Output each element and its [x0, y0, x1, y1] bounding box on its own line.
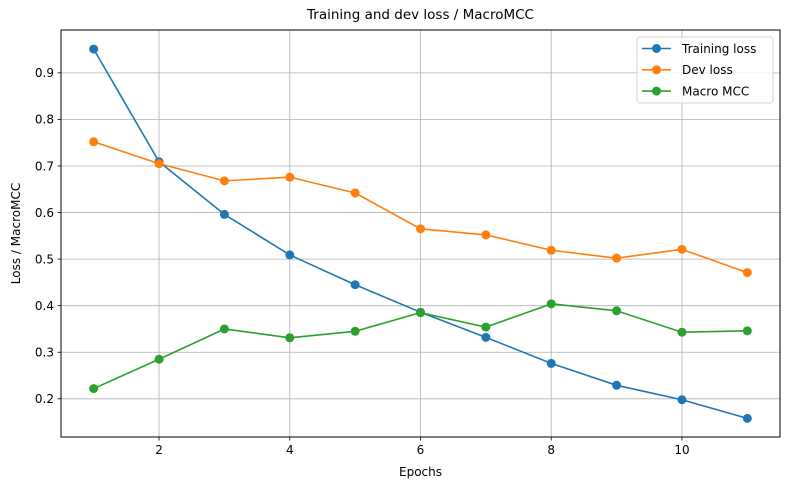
legend-label: Training loss: [681, 42, 756, 56]
data-point: [350, 188, 360, 198]
chart-title: Training and dev loss / MacroMCC: [306, 7, 534, 23]
data-point: [89, 44, 99, 54]
series-group: [89, 44, 752, 423]
x-tick-label: 8: [547, 443, 555, 457]
data-point: [546, 245, 556, 255]
data-point: [350, 326, 360, 336]
legend-marker: [652, 65, 661, 75]
data-point: [612, 380, 622, 390]
y-tick-label: 0.7: [35, 159, 54, 173]
data-point: [546, 358, 556, 368]
data-point: [285, 172, 295, 182]
data-point: [154, 159, 164, 169]
legend-marker: [652, 44, 661, 53]
data-point: [89, 137, 99, 147]
data-point: [546, 299, 556, 309]
y-tick-label: 0.2: [35, 392, 54, 406]
x-axis-label: Epochs: [399, 465, 442, 479]
data-point: [677, 327, 687, 337]
y-tick-label: 0.9: [35, 66, 54, 80]
y-tick-label: 0.6: [35, 206, 54, 220]
legend: Training loss Dev loss Macro MCC: [636, 36, 774, 104]
y-tick-label: 0.3: [35, 346, 54, 360]
data-point: [677, 244, 687, 254]
y-axis-label: Loss / MacroMCC: [9, 183, 23, 284]
data-point: [612, 253, 622, 263]
data-point: [481, 332, 491, 342]
y-tick-label: 0.4: [35, 299, 54, 313]
data-point: [677, 395, 687, 405]
series-macro-mcc: [89, 299, 752, 394]
y-tick-label: 0.5: [35, 252, 54, 266]
data-point: [89, 384, 99, 394]
data-point: [285, 250, 295, 260]
data-point: [154, 354, 164, 364]
y-tick-label: 0.8: [35, 113, 54, 127]
x-tick-label: 2: [155, 443, 163, 457]
legend-item: Training loss: [642, 42, 756, 56]
data-point: [481, 230, 491, 240]
legend-label: Dev loss: [682, 63, 733, 77]
data-point: [481, 322, 491, 332]
x-tick-label: 10: [674, 443, 689, 457]
data-point: [219, 209, 229, 219]
series-dev-loss: [89, 137, 752, 278]
data-point: [219, 324, 229, 334]
data-point: [350, 280, 360, 290]
data-point: [742, 413, 752, 423]
data-point: [742, 268, 752, 278]
x-axis: 2 4 6 8 10: [155, 437, 690, 457]
legend-marker: [652, 86, 661, 96]
y-axis: 0.2 0.3 0.4 0.5 0.6 0.7 0.8 0.9: [35, 66, 61, 406]
x-tick-label: 4: [286, 443, 294, 457]
legend-box: [636, 36, 774, 104]
legend-item: Dev loss: [642, 63, 733, 77]
x-tick-label: 6: [417, 443, 425, 457]
data-point: [742, 326, 752, 336]
legend-item: Macro MCC: [642, 84, 749, 98]
data-point: [416, 308, 425, 318]
data-point: [219, 176, 229, 186]
data-point: [285, 333, 295, 343]
grid: [61, 30, 780, 437]
data-point: [416, 224, 425, 234]
legend-label: Macro MCC: [682, 84, 749, 98]
data-point: [612, 306, 622, 316]
